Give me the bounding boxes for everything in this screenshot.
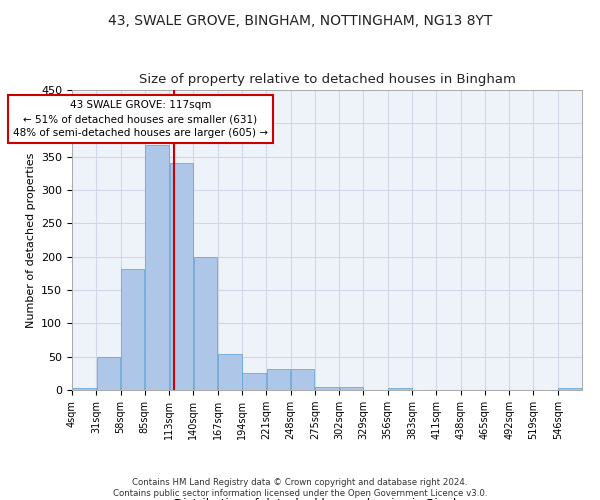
Bar	[340, 386, 363, 390]
Bar	[145, 146, 169, 390]
Bar	[170, 162, 193, 390]
Bar	[194, 258, 217, 390]
Bar	[388, 388, 412, 390]
X-axis label: Distribution of detached houses by size in Bingham: Distribution of detached houses by size …	[175, 498, 479, 500]
Bar	[121, 268, 145, 390]
Bar	[558, 388, 581, 390]
Bar	[242, 372, 266, 390]
Bar	[315, 386, 339, 390]
Bar	[73, 388, 96, 390]
Text: 43, SWALE GROVE, BINGHAM, NOTTINGHAM, NG13 8YT: 43, SWALE GROVE, BINGHAM, NOTTINGHAM, NG…	[108, 14, 492, 28]
Y-axis label: Number of detached properties: Number of detached properties	[26, 152, 35, 328]
Bar	[218, 354, 242, 390]
Bar	[291, 368, 314, 390]
Bar	[97, 356, 120, 390]
Text: Contains HM Land Registry data © Crown copyright and database right 2024.
Contai: Contains HM Land Registry data © Crown c…	[113, 478, 487, 498]
Title: Size of property relative to detached houses in Bingham: Size of property relative to detached ho…	[139, 73, 515, 86]
Bar	[266, 368, 290, 390]
Text: 43 SWALE GROVE: 117sqm
← 51% of detached houses are smaller (631)
48% of semi-de: 43 SWALE GROVE: 117sqm ← 51% of detached…	[13, 100, 268, 138]
